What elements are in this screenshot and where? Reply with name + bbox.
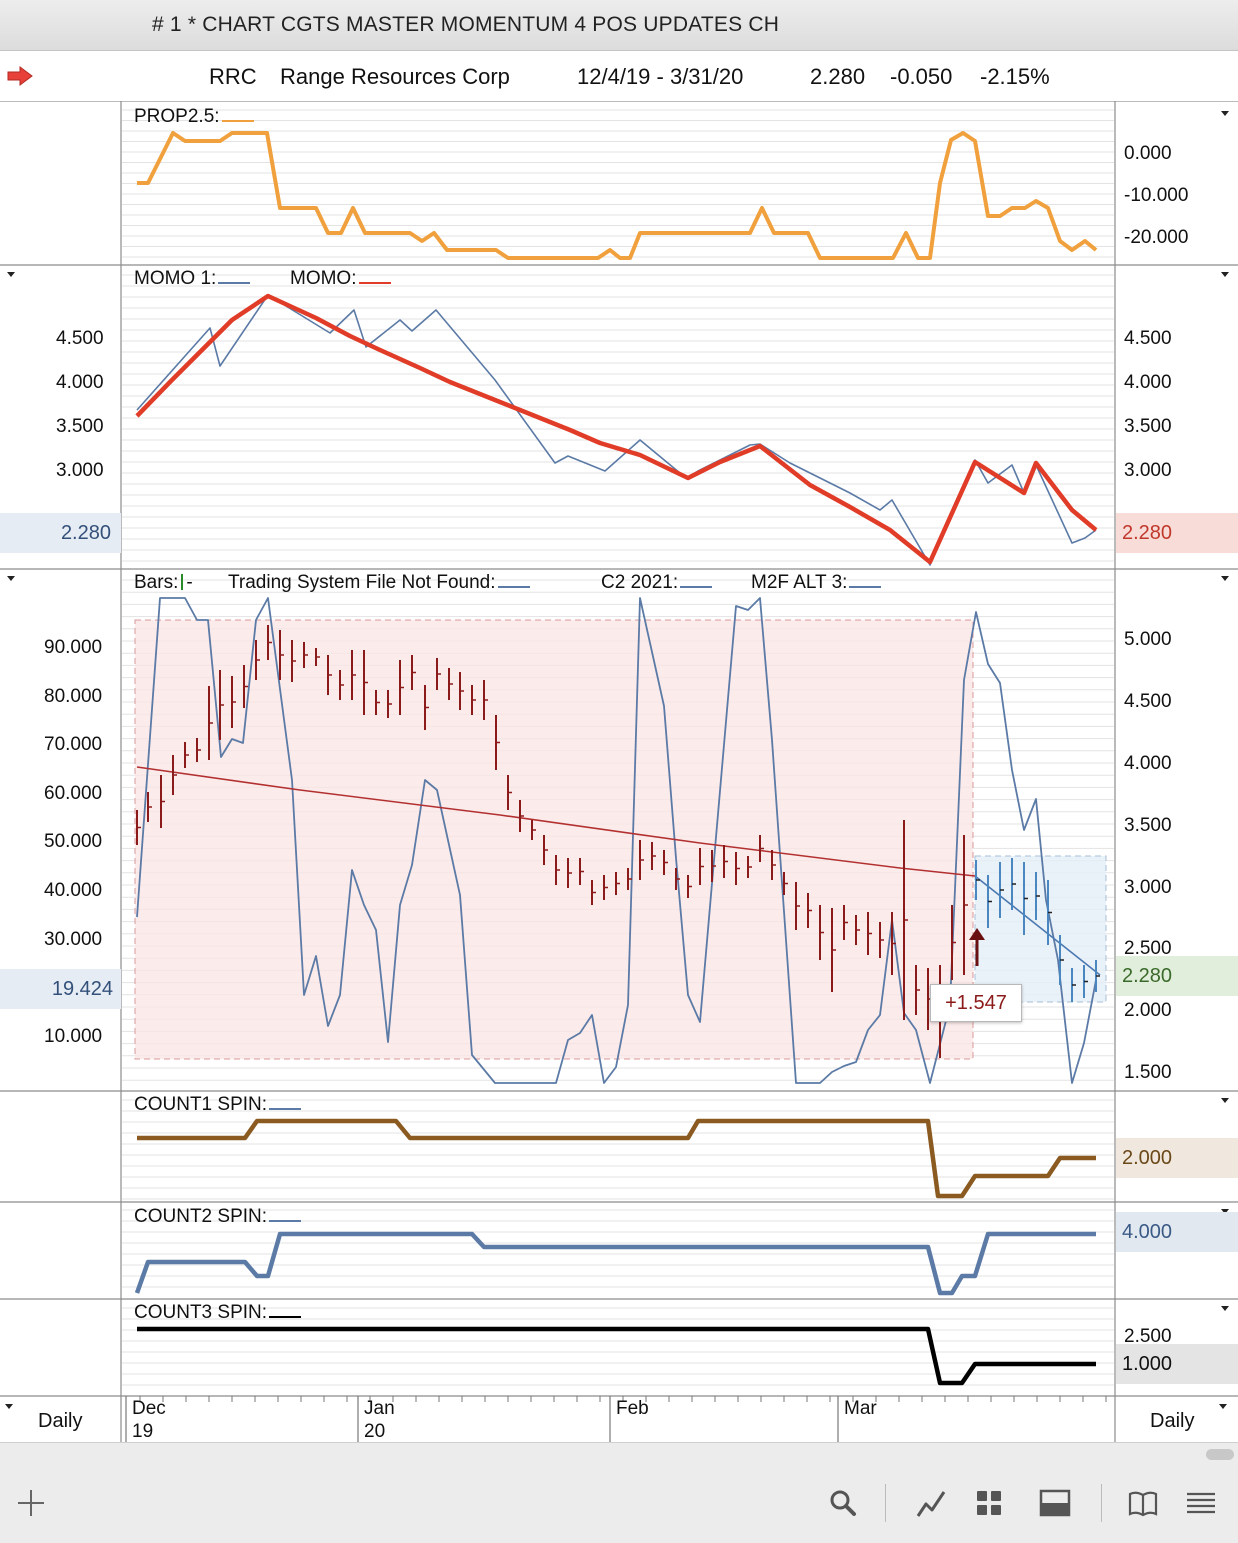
m2f-alt3-label[interactable]: M2F ALT 3: xyxy=(751,572,882,594)
momo-right-tick: 4.500 xyxy=(1124,328,1172,349)
search-icon[interactable] xyxy=(826,1486,860,1520)
chart-area[interactable] xyxy=(0,101,1238,1443)
count1-menu-icon[interactable] xyxy=(1221,1098,1229,1103)
bars-right-menu-icon[interactable] xyxy=(1221,576,1229,581)
left-period-menu-icon[interactable] xyxy=(5,1404,13,1409)
momo-left-value-badge: 2.280 xyxy=(0,513,121,553)
month-label: Dec xyxy=(132,1398,166,1419)
symbol[interactable]: RRC xyxy=(209,64,257,89)
bars-left-tick: 90.000 xyxy=(44,637,103,658)
entry-arrow-icon xyxy=(969,928,985,966)
bars-right-tick: 2.500 xyxy=(1124,938,1172,959)
draw-line-icon[interactable] xyxy=(914,1486,948,1520)
prop-tick: 0.000 xyxy=(1124,143,1172,164)
bars-left-value-badge: 19.424 xyxy=(0,969,121,1009)
count2-menu-icon[interactable] xyxy=(1221,1209,1229,1214)
count1-label[interactable]: COUNT1 SPIN: xyxy=(134,1094,302,1116)
momo-left-tick: 3.500 xyxy=(56,416,104,437)
plus-icon[interactable] xyxy=(14,1486,48,1520)
momo1-line xyxy=(136,294,1097,566)
bars-left-tick: 60.000 xyxy=(44,783,103,804)
prop-pane-menu-icon[interactable] xyxy=(1221,111,1229,116)
company-name: Range Resources Corp xyxy=(280,64,510,89)
right-period-menu-icon[interactable] xyxy=(1219,1404,1227,1409)
price-change-percent: -2.15% xyxy=(980,64,1050,89)
momo-left-tick: 4.000 xyxy=(56,372,104,393)
window-titlebar: # 1 * CHART CGTS MASTER MOMENTUM 4 POS U… xyxy=(0,0,1238,51)
grid-icon[interactable] xyxy=(972,1486,1006,1520)
prop-line xyxy=(137,131,1098,260)
bars-label[interactable]: Bars: - xyxy=(134,572,193,593)
right-period-selector[interactable]: Daily xyxy=(1150,1410,1195,1432)
momo-line xyxy=(135,293,1098,565)
year-label: 19 xyxy=(132,1421,154,1442)
momo-right-tick: 3.000 xyxy=(1124,460,1172,481)
prop-label[interactable]: PROP2.5: xyxy=(134,106,254,128)
momo-label[interactable]: MOMO: xyxy=(290,268,391,290)
count1-line xyxy=(137,1118,1096,1199)
count2-value-badge: 4.000 xyxy=(1116,1212,1238,1252)
bars-right-tick: 4.500 xyxy=(1124,691,1172,712)
regression-line xyxy=(136,766,976,877)
book-icon[interactable] xyxy=(1126,1486,1160,1520)
panel-icon[interactable] xyxy=(1038,1486,1072,1520)
c2-2021-label[interactable]: C2 2021: xyxy=(601,572,713,594)
count3-value-badge: 1.000 xyxy=(1116,1344,1238,1384)
prop-tick: -20.000 xyxy=(1124,227,1189,248)
date-range: 12/4/19 - 3/31/20 xyxy=(577,64,744,89)
bars-left-tick: 40.000 xyxy=(44,880,103,901)
bars-left-tick: 50.000 xyxy=(44,831,103,852)
bars-right-tick: 1.500 xyxy=(1124,1062,1172,1083)
trading-system-label[interactable]: Trading System File Not Found: xyxy=(228,572,530,594)
bars-right-tick: 3.000 xyxy=(1124,877,1172,898)
count3-tick: 2.500 xyxy=(1124,1326,1172,1347)
year-label: 20 xyxy=(364,1421,386,1442)
trade-zone-blue xyxy=(974,855,1107,1003)
momo-right-menu-icon[interactable] xyxy=(1221,272,1229,277)
bars-right-tick: 4.000 xyxy=(1124,753,1172,774)
prop-tick: -10.000 xyxy=(1124,185,1189,206)
count3-label[interactable]: COUNT3 SPIN: xyxy=(134,1302,302,1324)
bars-left-tick: 80.000 xyxy=(44,686,103,707)
momo-right-tick: 3.500 xyxy=(1124,416,1172,437)
bars-left-tick: 10.000 xyxy=(44,1026,103,1047)
bars-left-tick: 70.000 xyxy=(44,734,103,755)
momo-right-tick: 4.000 xyxy=(1124,372,1172,393)
count1-value-badge: 2.000 xyxy=(1116,1138,1238,1178)
bottom-toolbar xyxy=(0,1442,1238,1543)
momo-right-value-badge: 2.280 xyxy=(1116,513,1238,553)
bars-left-menu-icon[interactable] xyxy=(7,576,15,581)
month-label: Jan xyxy=(364,1398,395,1419)
link-arrow-icon[interactable] xyxy=(6,65,34,87)
projection-line xyxy=(974,875,1101,976)
window-title: # 1 * CHART CGTS MASTER MOMENTUM 4 POS U… xyxy=(152,13,780,36)
momo-left-tick: 4.500 xyxy=(56,328,104,349)
count3-menu-icon[interactable] xyxy=(1221,1306,1229,1311)
profit-callout: +1.547 xyxy=(930,984,1022,1022)
bars-left-tick: 30.000 xyxy=(44,929,103,950)
bars-right-tick: 2.000 xyxy=(1124,1000,1172,1021)
last-price: 2.280 xyxy=(810,64,866,89)
symbol-info-bar: RRC Range Resources Corp 12/4/19 - 3/31/… xyxy=(0,51,1238,102)
price-change: -0.050 xyxy=(890,64,953,89)
month-label: Feb xyxy=(616,1398,649,1419)
trade-zone-red xyxy=(134,619,974,1060)
bars-right-value-badge: 2.280 xyxy=(1116,956,1238,996)
c2-oscillator-line xyxy=(136,597,1097,1084)
momo-left-tick: 3.000 xyxy=(56,460,104,481)
count2-line xyxy=(134,1231,1096,1296)
month-label: Mar xyxy=(844,1398,877,1419)
menu-icon[interactable] xyxy=(1184,1486,1218,1520)
count3-line xyxy=(137,1326,1096,1386)
scrollbar-thumb[interactable] xyxy=(1206,1449,1234,1460)
momo1-label[interactable]: MOMO 1: xyxy=(134,268,251,290)
count2-label[interactable]: COUNT2 SPIN: xyxy=(134,1206,302,1228)
bars-right-tick: 3.500 xyxy=(1124,815,1172,836)
left-period-selector[interactable]: Daily xyxy=(38,1410,83,1432)
bars-right-tick: 5.000 xyxy=(1124,629,1172,650)
momo-left-menu-icon[interactable] xyxy=(7,272,15,277)
